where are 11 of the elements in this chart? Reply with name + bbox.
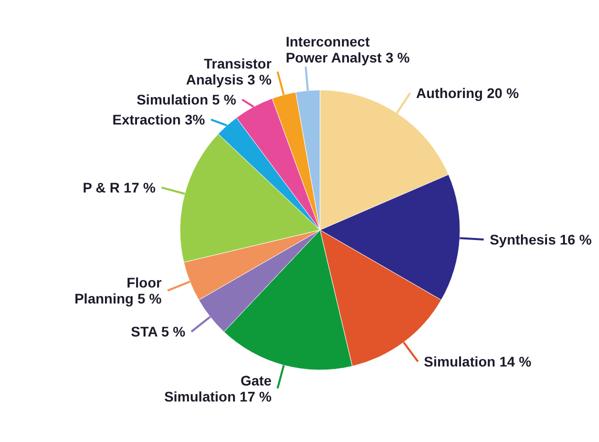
slice-label: Gate Simulation 17 % [164, 372, 272, 404]
slice-label: Synthesis 16 % [490, 232, 592, 248]
slice-label: Simulation 14 % [424, 354, 532, 370]
slice-label: Interconnect Power Analyst 3 % [286, 34, 410, 66]
slice-label: Simulation 5 % [136, 92, 237, 108]
slice-label: Authoring 20 % [416, 84, 520, 101]
slice-label: P & R 17 % [82, 180, 156, 196]
slice-label: Transistor Analysis 3 % [186, 56, 272, 88]
slice-label: STA 5 % [130, 324, 186, 340]
slice-label: Extraction 3% [112, 112, 206, 128]
slice-label: Floor Planning 5 % [74, 274, 162, 307]
